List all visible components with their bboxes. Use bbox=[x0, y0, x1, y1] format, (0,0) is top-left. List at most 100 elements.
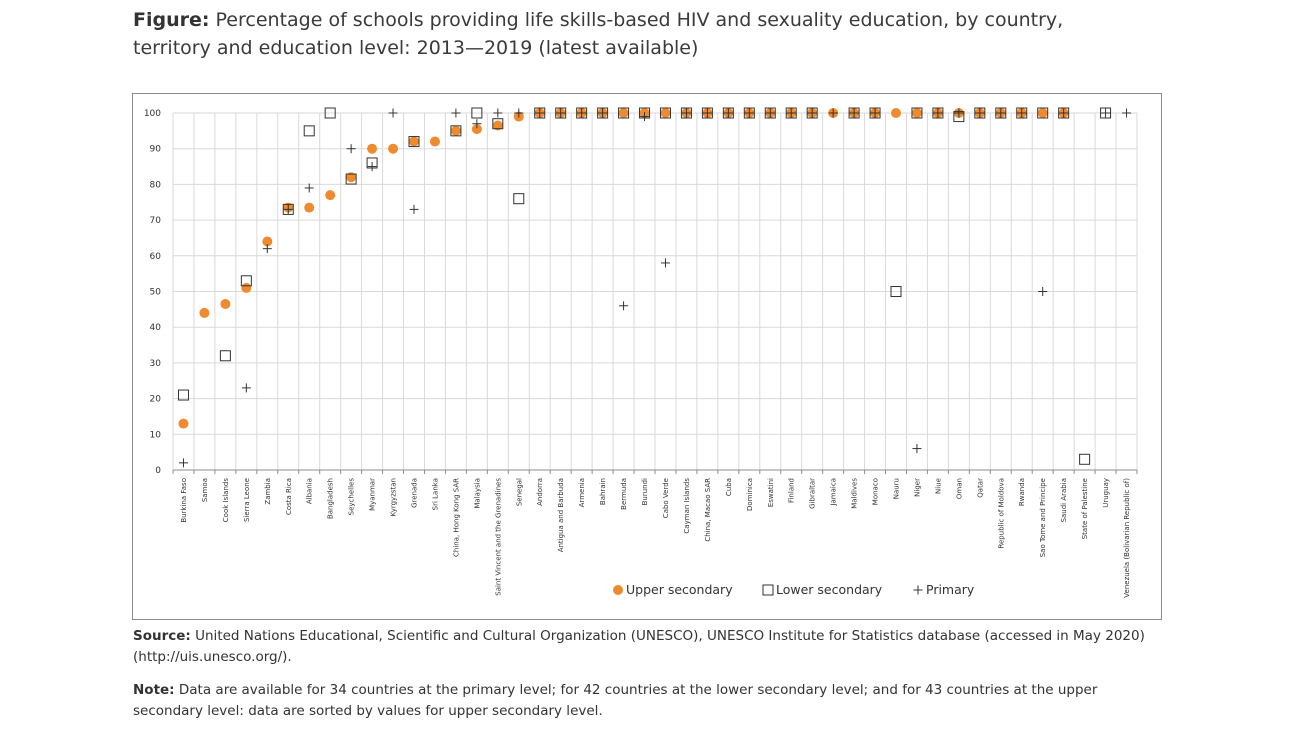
primary-point bbox=[807, 108, 817, 118]
lower-secondary-point bbox=[534, 107, 546, 119]
category-label: Zambia bbox=[264, 478, 272, 505]
upper-secondary-point bbox=[891, 108, 901, 118]
y-tick-label: 0 bbox=[155, 466, 161, 476]
primary-point bbox=[828, 108, 838, 118]
primary-point bbox=[744, 108, 754, 118]
primary-point bbox=[493, 108, 503, 118]
category-label: Nauru bbox=[893, 478, 901, 499]
source-text: United Nations Educational, Scientific a… bbox=[133, 628, 1145, 665]
upper-secondary-point bbox=[409, 136, 419, 147]
legend-marker-upper-secondary-point bbox=[613, 585, 623, 595]
lower-secondary-point bbox=[282, 203, 294, 215]
primary-point bbox=[1122, 108, 1132, 118]
lower-secondary-point bbox=[597, 107, 609, 119]
primary-point bbox=[283, 204, 293, 214]
category-label: Grenada bbox=[411, 478, 419, 508]
lower-secondary-point bbox=[303, 125, 315, 137]
primary-point bbox=[975, 108, 985, 118]
primary-point bbox=[388, 108, 398, 118]
upper-secondary-point bbox=[911, 108, 922, 118]
lower-secondary-point bbox=[974, 107, 986, 119]
category-label: Venezuela (Bolivarian Republic of) bbox=[1123, 478, 1131, 598]
primary-point bbox=[556, 108, 566, 118]
figure-label: Figure: bbox=[133, 9, 210, 31]
primary-point bbox=[1059, 108, 1069, 118]
chart-frame: 0 10 20 30 40 50 60 70 80 90 100 Burkina Faso Samoa… bbox=[132, 93, 1162, 620]
category-label: Antigua and Barbuda bbox=[557, 478, 565, 552]
primary-point bbox=[1038, 287, 1048, 296]
upper-secondary-point bbox=[325, 190, 336, 201]
category-label: Oman bbox=[955, 478, 963, 499]
y-tick-label: 40 bbox=[150, 323, 162, 333]
category-label: Cayman Islands bbox=[683, 478, 691, 534]
upper-secondary-point bbox=[178, 418, 189, 429]
category-label: Republic of Moldova bbox=[997, 478, 1005, 549]
y-tick-label: 20 bbox=[150, 395, 162, 405]
category-label: Monaco bbox=[872, 478, 880, 505]
category-label: Malaysia bbox=[473, 478, 481, 509]
upper-secondary-point bbox=[199, 307, 210, 318]
primary-point bbox=[598, 108, 608, 118]
category-label: Bangladesh bbox=[327, 478, 335, 519]
y-tick-label: 10 bbox=[150, 430, 162, 440]
y-tick-label: 70 bbox=[150, 216, 162, 226]
category-label: Rwanda bbox=[1018, 478, 1026, 506]
lower-secondary-point bbox=[869, 107, 881, 119]
category-label: Burundi bbox=[641, 478, 649, 505]
lower-secondary-point bbox=[513, 193, 525, 205]
primary-point bbox=[178, 458, 188, 468]
category-label: Dominica bbox=[746, 478, 754, 511]
data-note: Note: Data are available for 34 countrie… bbox=[133, 680, 1163, 722]
figure-title-block: Figure: Percentage of schools providing … bbox=[133, 6, 1133, 62]
primary-point bbox=[870, 108, 880, 118]
category-label: State of Palestine bbox=[1081, 478, 1089, 539]
primary-point bbox=[1101, 108, 1111, 118]
upper-secondary-point bbox=[618, 108, 629, 118]
primary-point bbox=[241, 383, 251, 393]
category-label: Samoa bbox=[201, 478, 209, 502]
category-label: Gibraltar bbox=[809, 478, 817, 509]
lower-secondary-point bbox=[1058, 107, 1070, 119]
y-tick-label: 90 bbox=[150, 145, 162, 155]
upper-secondary-point bbox=[492, 120, 503, 131]
category-label: Bermuda bbox=[620, 478, 628, 510]
upper-secondary-point bbox=[304, 202, 315, 213]
lower-secondary-point bbox=[995, 107, 1007, 119]
upper-secondary-point bbox=[429, 136, 440, 147]
category-label: Kyrgyzstan bbox=[390, 478, 398, 516]
primary-point bbox=[849, 108, 859, 118]
primary-point bbox=[535, 108, 545, 118]
category-label: Seychelles bbox=[348, 478, 356, 516]
axis-layer: 0 10 20 30 40 50 60 70 80 90 100 bbox=[144, 109, 1138, 476]
lower-secondary-point bbox=[576, 107, 588, 119]
category-label: Albania bbox=[306, 478, 314, 504]
category-label: Senegal bbox=[515, 478, 523, 506]
primary-point bbox=[786, 108, 796, 118]
legend: Upper secondary Lower secondary Primary bbox=[613, 582, 975, 597]
category-label: Sri Lanka bbox=[431, 478, 439, 510]
lower-secondary-point bbox=[932, 107, 944, 119]
source-note: Source: United Nations Educational, Scie… bbox=[133, 626, 1163, 668]
upper-secondary-point bbox=[262, 236, 273, 247]
lower-secondary-point bbox=[722, 107, 734, 119]
source-label: Source: bbox=[133, 628, 191, 644]
lower-secondary-point bbox=[911, 107, 923, 119]
lower-secondary-point bbox=[408, 136, 420, 148]
category-label: Sierra Leone bbox=[243, 478, 251, 522]
y-tick-label: 80 bbox=[150, 180, 162, 190]
category-label: Cook Islands bbox=[222, 478, 230, 523]
upper-secondary-point bbox=[1037, 108, 1048, 118]
lower-secondary-point bbox=[1016, 107, 1028, 119]
primary-point bbox=[765, 108, 775, 118]
upper-secondary-point bbox=[220, 298, 231, 309]
upper-secondary-point bbox=[660, 108, 671, 118]
y-tick-label: 60 bbox=[150, 252, 162, 262]
lower-secondary-point bbox=[890, 286, 902, 297]
primary-point bbox=[577, 108, 587, 118]
lower-secondary-point bbox=[785, 107, 797, 119]
y-tick-label: 30 bbox=[150, 359, 162, 369]
category-label: Burkina Faso bbox=[180, 478, 188, 523]
lower-secondary-point bbox=[701, 107, 713, 119]
primary-point bbox=[954, 108, 964, 118]
category-label: Eswatini bbox=[767, 478, 775, 507]
